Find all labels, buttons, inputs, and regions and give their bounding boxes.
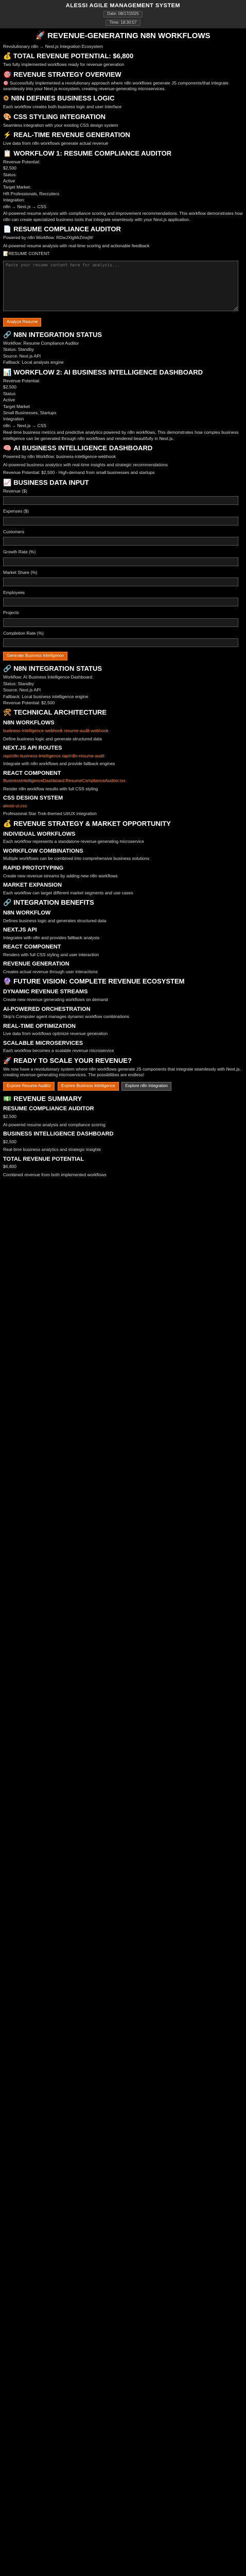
ib-list: N8N WORKFLOW Defines business logic and g… <box>3 910 107 974</box>
wf2-input-title: 📈 BUSINESS DATA INPUT <box>3 478 89 486</box>
strategy-text: 🎯 Successfully implemented a revolutiona… <box>3 80 229 91</box>
wf2-status-heading: 🔗 N8N INTEGRATION STATUS <box>3 665 102 673</box>
potential-sub: Two fully implemented workflows ready fo… <box>3 62 125 67</box>
wf1-status: Workflow: Resume Compliance Auditor Statu… <box>3 340 79 365</box>
wf1-powered-desc: AI-powered resume analysis with real-tim… <box>3 243 150 248</box>
clipboard-icon: 📄 <box>3 225 12 233</box>
app-title: ALESSI AGILE MANAGEMENT SYSTEM <box>65 3 181 9</box>
wf2-kv: Revenue Potential: $2,500 Status Active Tar… <box>3 378 57 428</box>
wf2-desc: Real-time business metrics and predictiv… <box>3 430 239 441</box>
date-badge: Date: 08/17/2025 <box>103 10 143 18</box>
analyze-resume-button[interactable]: Analyze Resume <box>3 318 42 327</box>
lightning-icon: ⚡ <box>3 131 12 139</box>
wf1-heading: 📋 WORKFLOW 1: RESUME COMPLIANCE AUDITOR <box>3 149 172 157</box>
palette-icon: 🎨 <box>3 112 12 121</box>
time-badge: Time: 18:30:57 <box>106 19 140 26</box>
wf2-powered: Powered by n8n Workflow: business-intell… <box>3 454 116 460</box>
block-text: Live data from n8n workflows generate ac… <box>3 141 109 146</box>
link-icon: 🔗 <box>3 899 12 907</box>
generate-bi-button[interactable]: Generate Business Intelligence <box>3 652 67 661</box>
tech-list: N8N WORKFLOWS business-intelligence-webho… <box>3 720 126 817</box>
block-heading: ⚙ N8N DEFINES BUSINESS LOGIC <box>3 94 115 103</box>
summary-list: RESUME COMPLIANCE AUDITOR $2,500 AI-powere… <box>3 1106 114 1177</box>
page-subtitle: Revolutionary n8n → Next.js Integration … <box>3 43 103 49</box>
share-input[interactable] <box>3 577 239 586</box>
explore-resume-button[interactable]: Explore Resume Auditor <box>3 1081 55 1091</box>
wf1-component-title: 📄 RESUME COMPLIANCE AUDITOR <box>3 225 121 233</box>
wf1-kv: Revenue Potential: $2,500 Status: Active Ta… <box>3 159 60 209</box>
wf1-powered: Powered by n8n Workflow: RDwJXlgMrZmxjW <box>3 235 93 241</box>
wf2-powered-desc: AI-powered business analytics with real-… <box>3 462 168 467</box>
tech-heading: 🛠 TECHNICAL ARCHITECTURE <box>3 708 107 717</box>
chart-icon: 📈 <box>3 478 12 486</box>
future-heading: 🔮 FUTURE VISION: COMPLETE REVENUE ECOSYST… <box>3 977 185 986</box>
potential-heading: 💰 TOTAL REVENUE POTENTIAL: $6,800 <box>3 52 134 60</box>
money-icon: 💰 <box>3 819 12 827</box>
brain-icon: 🧠 <box>3 444 12 452</box>
target-icon: 🎯 <box>3 70 12 78</box>
explore-bi-button[interactable]: Explore Business Intelligence <box>58 1081 119 1091</box>
projects-input[interactable] <box>3 618 239 627</box>
crystal-icon: 🔮 <box>3 977 12 986</box>
wf1-desc: AI-powered resume analysis with complian… <box>3 211 243 222</box>
page-title: 🚀 REVENUE-GENERATING N8N WORKFLOWS <box>36 31 210 41</box>
link-icon: 🔗 <box>3 665 12 673</box>
link-icon: 🔗 <box>3 330 12 338</box>
growth-input[interactable] <box>3 557 239 566</box>
wf2-status: Workflow: AI Business Intelligence Dashb… <box>3 674 93 705</box>
gear-icon: ⚙ <box>3 94 9 103</box>
rsm-list: INDIVIDUAL WORKFLOWS Each workflow repres… <box>3 831 149 895</box>
block-heading: ⚡ REAL-TIME REVENUE GENERATION <box>3 131 130 139</box>
wf1-content-label: 📝RESUME CONTENT <box>3 251 50 257</box>
blocks-list: ⚙ N8N DEFINES BUSINESS LOGIC Each workflo… <box>3 94 243 146</box>
ready-heading: 🚀 READY TO SCALE YOUR REVENUE? <box>3 1056 132 1064</box>
top-header: ALESSI AGILE MANAGEMENT SYSTEM Date: 08/… <box>0 0 246 29</box>
doc-icon: 📋 <box>3 149 12 157</box>
explore-n8n-button[interactable]: Explore n8n Integration <box>121 1081 172 1091</box>
wf2-dash-title: 🧠 AI BUSINESS INTELLIGENCE DASHBOARD <box>3 444 153 452</box>
strategy-heading: 🎯 REVENUE STRATEGY OVERVIEW <box>3 70 121 78</box>
wf2-fields: Revenue ($) Expenses ($) Customers Growt… <box>3 488 243 651</box>
money-icon: 💵 <box>3 1094 12 1103</box>
revenue-input[interactable] <box>3 496 239 505</box>
ib-heading: 🔗 INTEGRATION BENEFITS <box>3 899 94 907</box>
completion-input[interactable] <box>3 638 239 648</box>
wrench-icon: 🛠 <box>3 708 12 717</box>
block-heading: 🎨 CSS STYLING INTEGRATION <box>3 112 106 121</box>
ready-buttons: Explore Resume Auditor Explore Business … <box>3 1080 243 1092</box>
wf2-heading: 📊 WORKFLOW 2: AI BUSINESS INTELLIGENCE DA… <box>3 368 203 376</box>
ready-text: We now have a revolutionary system where… <box>3 1066 241 1078</box>
block-text: Each workflow creates both business logi… <box>3 104 122 110</box>
note-icon: 📝 <box>3 251 9 257</box>
summary-heading: 💵 REVENUE SUMMARY <box>3 1094 82 1103</box>
chart-icon: 📊 <box>3 368 12 376</box>
block-text: Seamless integration with your existing … <box>3 122 118 128</box>
rocket-icon: 🚀 <box>3 1056 12 1064</box>
wf2-potential: Revenue Potential: $2,500 - High-demand … <box>3 470 155 476</box>
wf1-status-heading: 🔗 N8N INTEGRATION STATUS <box>3 330 102 338</box>
employees-input[interactable] <box>3 598 239 607</box>
customers-input[interactable] <box>3 537 239 546</box>
future-list: DYNAMIC REVENUE STREAMS Create new revenu… <box>3 989 129 1054</box>
expenses-input[interactable] <box>3 516 239 526</box>
resume-textarea[interactable] <box>3 260 239 311</box>
rsm-heading: 💰 REVENUE STRATEGY & MARKET OPPORTUNITY <box>3 819 171 827</box>
